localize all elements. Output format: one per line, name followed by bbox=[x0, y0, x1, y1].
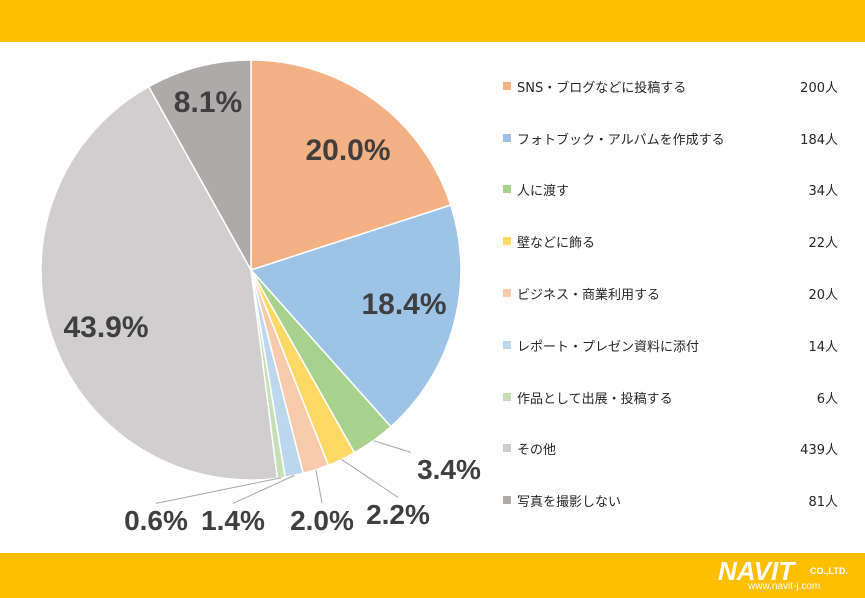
legend-label: SNS・ブログなどに投稿する bbox=[517, 80, 687, 96]
pie-slices bbox=[40, 59, 462, 481]
legend-label: レポート・プレゼン資料に添付 bbox=[517, 339, 700, 355]
legend-count: 14人 bbox=[808, 339, 838, 355]
legend-count: 22人 bbox=[808, 235, 838, 251]
legend-label: 写真を撮影しない bbox=[517, 494, 622, 510]
pie-slice-other bbox=[40, 85, 279, 481]
legend-count: 439人 bbox=[800, 442, 838, 458]
legend-swatch bbox=[503, 237, 511, 245]
legend-count: 20人 bbox=[808, 287, 838, 303]
leader-line-report bbox=[232, 475, 295, 504]
logo-wordmark: NAVIT bbox=[718, 556, 795, 586]
top-banner bbox=[0, 0, 865, 42]
logo-suffix: CO.,LTD. bbox=[810, 566, 848, 576]
legend-item: フォトブック・アルバムを作成する 184人 bbox=[503, 128, 838, 148]
bottom-banner bbox=[0, 553, 865, 598]
legend-count: 34人 bbox=[808, 183, 838, 199]
pie-label-report: 1.4% bbox=[201, 505, 265, 536]
legend-swatch bbox=[503, 185, 511, 193]
legend-item: ビジネス・商業利用する 20人 bbox=[503, 283, 838, 303]
legend-item: その他 439人 bbox=[503, 438, 838, 458]
legend-item: 人に渡す 34人 bbox=[503, 179, 838, 199]
pie-label-give: 3.4% bbox=[417, 454, 481, 485]
legend-count: 184人 bbox=[800, 132, 838, 148]
pie-label-wall: 2.2% bbox=[366, 499, 430, 530]
legend-item: 作品として出展・投稿する 6人 bbox=[503, 387, 838, 407]
legend-swatch bbox=[503, 289, 511, 297]
legend-swatch bbox=[503, 393, 511, 401]
leader-line-exhibit bbox=[155, 477, 282, 504]
legend-label: 作品として出展・投稿する bbox=[517, 391, 673, 407]
leader-lines bbox=[155, 440, 412, 504]
leader-line-business bbox=[315, 469, 323, 504]
legend-count: 81人 bbox=[808, 494, 838, 510]
pie-slice-no-photo bbox=[147, 59, 252, 273]
legend-swatch bbox=[503, 134, 511, 142]
legend-swatch bbox=[503, 444, 511, 452]
pie-chart: 20.0% 18.4% 3.4% 2.2% 2.0% 1.4% 0.6% 43.… bbox=[40, 59, 481, 536]
logo-url: www.navit-j.com bbox=[748, 581, 821, 592]
legend-item: 壁などに飾る 22人 bbox=[503, 231, 838, 251]
legend-item: 写真を撮影しない 81人 bbox=[503, 490, 838, 510]
pie-slice-sns bbox=[250, 59, 452, 272]
leader-line-wall bbox=[341, 458, 399, 498]
legend-count: 200人 bbox=[800, 80, 838, 96]
pie-labels: 20.0% 18.4% 3.4% 2.2% 2.0% 1.4% 0.6% 43.… bbox=[63, 86, 481, 536]
pie-label-exhibit: 0.6% bbox=[124, 505, 188, 536]
pie-label-photobook: 18.4% bbox=[361, 288, 446, 321]
legend-swatch bbox=[503, 496, 511, 504]
legend-item: レポート・プレゼン資料に添付 14人 bbox=[503, 335, 838, 355]
legend-swatch bbox=[503, 341, 511, 349]
legend-label: フォトブック・アルバムを作成する bbox=[517, 132, 725, 148]
legend-count: 6人 bbox=[816, 391, 838, 407]
pie-label-business: 2.0% bbox=[290, 505, 354, 536]
legend-label: 壁などに飾る bbox=[517, 235, 596, 251]
legend-label: 人に渡す bbox=[517, 183, 570, 199]
pie-slice-photobook bbox=[249, 204, 462, 428]
legend-label: その他 bbox=[517, 442, 557, 458]
company-logo: NAVIT CO.,LTD. www.navit-j.com bbox=[718, 556, 858, 594]
pie-label-no-photo: 8.1% bbox=[174, 86, 242, 119]
legend-swatch bbox=[503, 82, 511, 90]
pie-label-sns: 20.0% bbox=[305, 134, 390, 167]
legend-item: SNS・ブログなどに投稿する 200人 bbox=[503, 76, 838, 96]
pie-label-other: 43.9% bbox=[63, 311, 148, 344]
legend-label: ビジネス・商業利用する bbox=[517, 287, 661, 303]
leader-line-give bbox=[373, 440, 412, 453]
